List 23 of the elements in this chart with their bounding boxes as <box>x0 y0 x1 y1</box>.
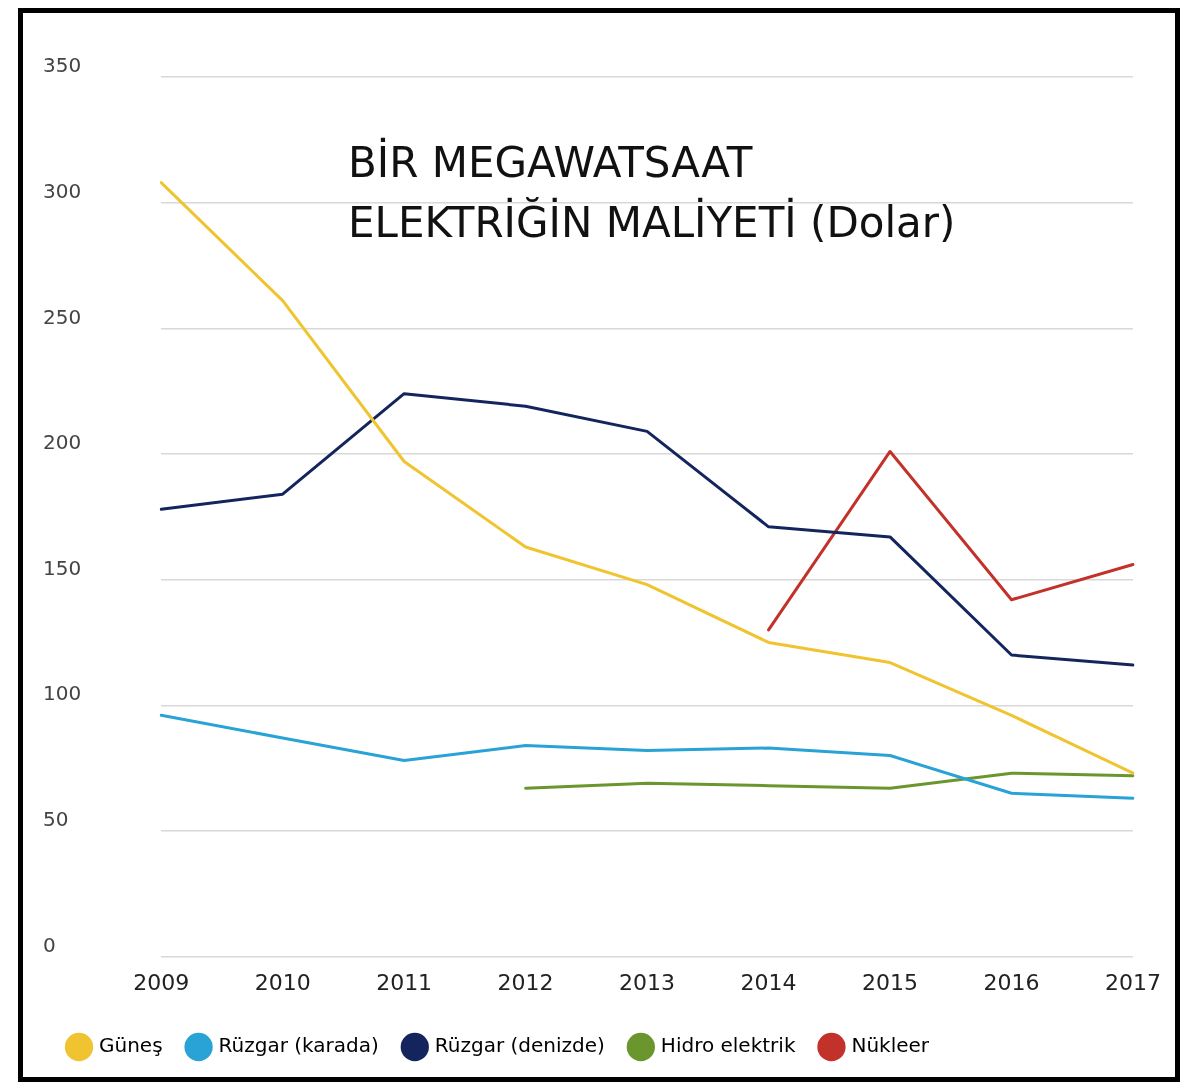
x-tick-label: 2012 <box>497 969 554 995</box>
y-tick-label: 50 <box>43 807 69 832</box>
x-tick-label: 2009 <box>133 969 190 995</box>
y-tick-label: 250 <box>43 304 82 329</box>
y-tick-label: 350 <box>43 53 82 78</box>
text: BİR MEGAWATSAAT ELEKTRİĞİN MALİYETİ (Dolar) <box>348 136 956 249</box>
x-tick-label: 2017 <box>1105 969 1162 995</box>
y-tick-label: 100 <box>43 681 82 706</box>
x-tick-label: 2015 <box>862 969 919 995</box>
x-tick-label: 2016 <box>983 969 1040 995</box>
x-tick-label: 2014 <box>740 969 797 995</box>
legend-label: Hidro elektrik <box>660 1033 796 1058</box>
legend-label: Güneş <box>99 1033 163 1058</box>
y-tick-label: 150 <box>43 555 82 580</box>
legend-label: Nükleer <box>851 1033 930 1058</box>
x-tick-label: 2010 <box>254 969 311 995</box>
y-tick-label: 0 <box>43 932 56 957</box>
x-tick-label: 2013 <box>619 969 676 995</box>
legend-label: Rüzgar (denizde) <box>434 1033 605 1058</box>
y-tick-label: 300 <box>43 178 82 203</box>
x-tick-label: 2011 <box>376 969 433 995</box>
legend-label: Rüzgar (karada) <box>218 1033 379 1058</box>
y-tick-label: 200 <box>43 430 82 455</box>
